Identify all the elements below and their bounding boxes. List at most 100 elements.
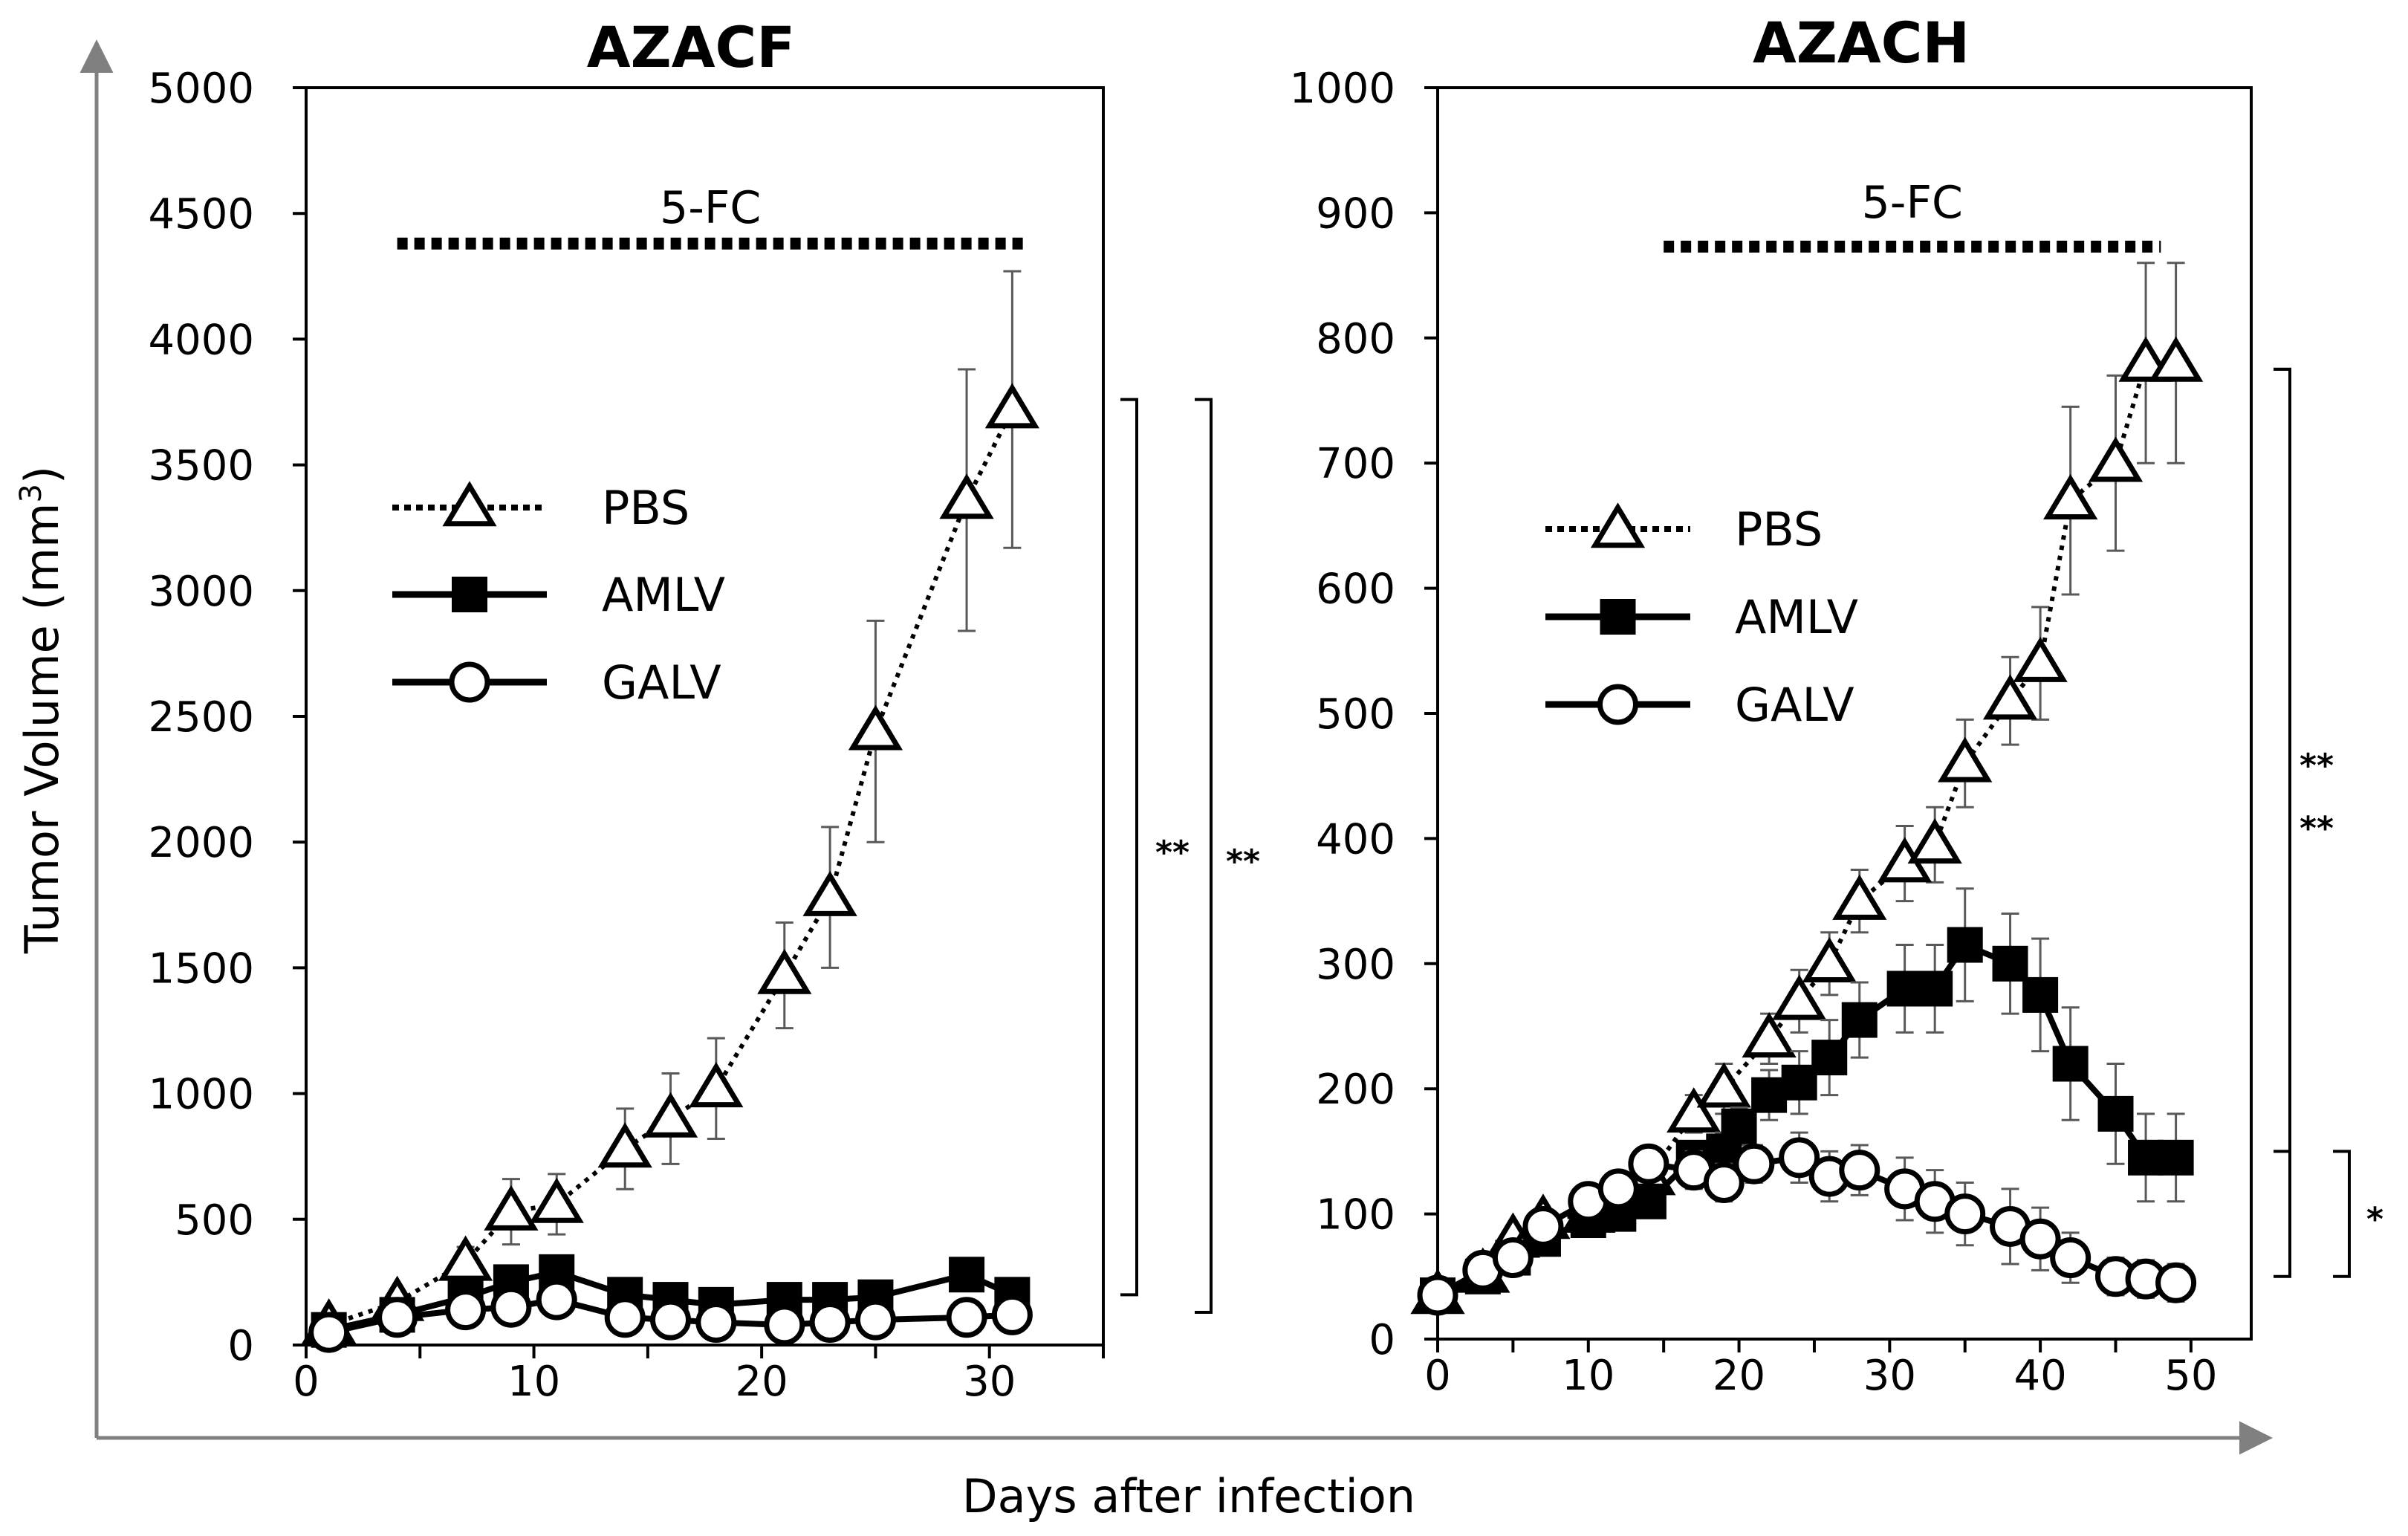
marker-galv — [1597, 1168, 1639, 1210]
series-line-pbs — [328, 408, 1015, 1327]
legend-marker-amlv — [452, 577, 487, 612]
legend-label-amlv-azach: AMLV — [1735, 590, 1858, 644]
marker-galv — [536, 1279, 577, 1320]
y-tick-label-azacf: 4500 — [148, 190, 254, 239]
legend-label-pbs-azach: PBS — [1735, 502, 1823, 557]
marker-galv — [991, 1294, 1033, 1335]
treatment-label-azacf: 5-FC — [660, 182, 761, 234]
y-tick-label-azacf: 1000 — [148, 1071, 254, 1119]
y-tick-label-azacf: 2500 — [148, 693, 254, 742]
marker-amlv — [1886, 970, 1923, 1007]
significance-bracket-azacf — [1195, 398, 1213, 1315]
marker-galv — [490, 1286, 532, 1328]
significance-label-pbs-amlv-azacf: ** — [1155, 834, 1190, 872]
y-tick-label-azach: 800 — [1316, 315, 1395, 363]
marker-galv — [764, 1304, 805, 1346]
marker-amlv — [2022, 976, 2059, 1013]
marker-galv — [1703, 1162, 1745, 1203]
x-tick-label-azacf: 20 — [736, 1358, 788, 1406]
legend-azach: PBS AMLV GALV — [1545, 502, 1858, 732]
y-tick-label-azach: 500 — [1316, 690, 1395, 739]
x-tick-label-azach: 10 — [1562, 1352, 1614, 1400]
marker-galv — [604, 1297, 646, 1338]
legend-azacf: PBS AMLV GALV — [392, 481, 725, 710]
legend-label-galv-azach: GALV — [1735, 678, 1854, 732]
marker-galv — [1944, 1193, 1986, 1235]
marker-galv — [377, 1297, 418, 1338]
marker-pbs — [1742, 1012, 1797, 1058]
marker-galv — [695, 1302, 737, 1344]
marker-pbs — [2013, 636, 2068, 682]
series-galv-azach — [1417, 1131, 2197, 1316]
significance-label-amlv-galv-azach: * — [2366, 1201, 2383, 1239]
y-tick-label-azacf: 0 — [227, 1322, 254, 1370]
significance-bracket-azach — [2333, 1150, 2351, 1278]
y-tick-label-azach: 600 — [1316, 566, 1395, 614]
y-tick-label-azach: 100 — [1316, 1191, 1395, 1240]
chart-panel-azach: AZACH 5-FC PBS AMLV GALV ** * ** 0100200… — [1289, 10, 2383, 1400]
x-tick-label-azacf: 0 — [293, 1358, 319, 1406]
significance-label-pbs-galv-azach: ** — [2300, 809, 2334, 847]
x-axis-label: Days after infection — [962, 1469, 1415, 1523]
marker-amlv — [1751, 1077, 1788, 1113]
marker-galv — [1417, 1274, 1458, 1316]
marker-galv — [1839, 1150, 1880, 1191]
y-tick-label-azach: 200 — [1316, 1066, 1395, 1114]
significance-bracket-azacf — [1120, 398, 1138, 1297]
legend-marker-pbs — [1590, 502, 1646, 548]
marker-amlv — [949, 1257, 985, 1293]
marker-pbs — [2148, 336, 2204, 382]
marker-amlv — [2097, 1095, 2134, 1132]
marker-pbs — [1667, 1087, 1721, 1133]
marker-pbs — [1982, 674, 2038, 720]
y-tick-label-azacf: 3000 — [148, 568, 254, 616]
significance-label-pbs-amlv-azach: ** — [2300, 747, 2334, 785]
marker-pbs — [802, 870, 857, 916]
series-galv-azacf — [308, 1279, 1033, 1353]
x-tick-label-azach: 20 — [1713, 1352, 1765, 1400]
marker-galv — [308, 1312, 350, 1353]
y-tick-label-azacf: 2000 — [148, 819, 254, 867]
legend-marker-pbs — [442, 481, 497, 527]
x-tick-label-azach: 50 — [2164, 1352, 2217, 1400]
x-tick-label-azacf: 30 — [963, 1358, 1016, 1406]
legend-label-amlv-azacf: AMLV — [602, 568, 725, 622]
marker-pbs — [1696, 1062, 1751, 1108]
marker-amlv — [2158, 1139, 2194, 1176]
marker-amlv — [1781, 1064, 1817, 1101]
legend-marker-amlv — [1600, 599, 1636, 635]
x-tick-label-azach: 30 — [1863, 1352, 1916, 1400]
marker-galv — [650, 1299, 692, 1341]
marker-amlv — [2128, 1139, 2164, 1176]
marker-galv — [946, 1297, 987, 1338]
y-tick-label-azach: 0 — [1369, 1316, 1395, 1364]
x-tick-label-azach: 0 — [1424, 1352, 1451, 1400]
marker-amlv — [1992, 945, 2028, 982]
marker-galv — [2019, 1218, 2061, 1260]
series-pbs-azacf — [302, 270, 1040, 1344]
marker-galv — [1522, 1205, 1564, 1247]
legend-label-galv-azacf: GALV — [602, 655, 721, 710]
chart-panel-azacf: AZACF 5-FC PBS AMLV GALV ** ** 0 500 1000 1… — [148, 14, 1260, 1406]
legend-marker-galv — [1597, 684, 1638, 725]
plot-frame-azacf — [305, 86, 1105, 1347]
marker-pbs — [1802, 936, 1857, 983]
marker-pbs — [1772, 974, 1827, 1020]
treatment-label-azach: 5-FC — [1862, 177, 1963, 229]
marker-amlv — [1841, 1002, 1878, 1038]
marker-pbs — [1832, 874, 1887, 920]
marker-galv — [2155, 1262, 2197, 1303]
marker-amlv — [1811, 1040, 1848, 1076]
legend-marker-galv — [449, 661, 490, 703]
marker-galv — [1779, 1137, 1820, 1179]
marker-pbs — [2088, 436, 2143, 482]
marker-pbs — [1907, 818, 1962, 864]
marker-pbs — [939, 473, 994, 519]
marker-galv — [854, 1299, 896, 1341]
y-tick-label-azach: 900 — [1316, 189, 1395, 238]
marker-galv — [2050, 1237, 2091, 1279]
marker-pbs — [2043, 473, 2098, 519]
y-tick-label-azach: 700 — [1316, 440, 1395, 488]
marker-galv — [1492, 1237, 1534, 1279]
marker-pbs — [848, 704, 903, 751]
